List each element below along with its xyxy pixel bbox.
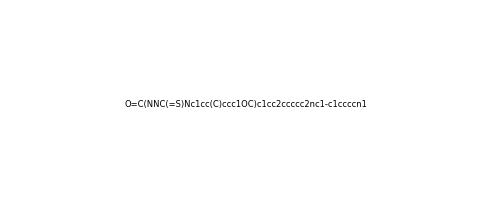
- Text: O=C(NNC(=S)Nc1cc(C)ccc1OC)c1cc2ccccc2nc1-c1ccccn1: O=C(NNC(=S)Nc1cc(C)ccc1OC)c1cc2ccccc2nc1…: [124, 99, 368, 109]
